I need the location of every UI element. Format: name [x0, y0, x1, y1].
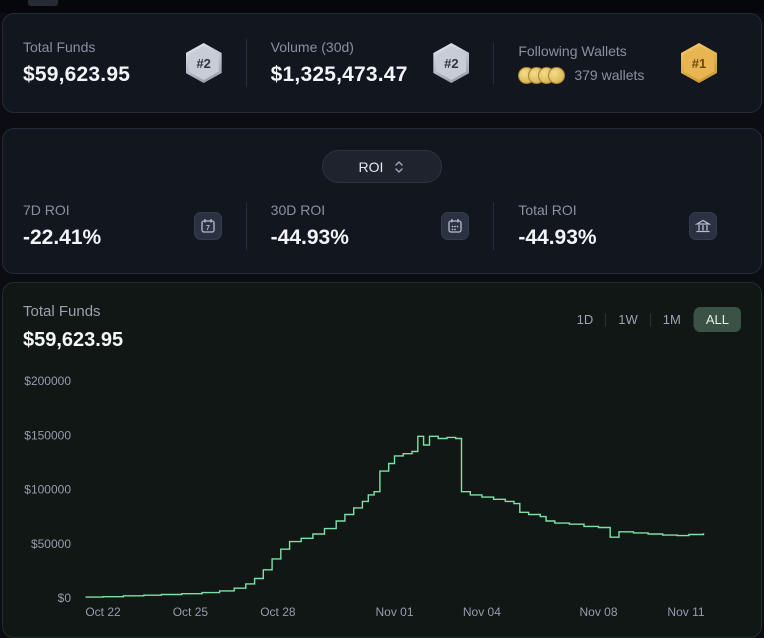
range-divider	[692, 312, 694, 327]
roi-30d: 30D ROI -44.93%	[245, 202, 494, 250]
x-axis-tick: Oct 25	[173, 605, 209, 619]
range-all-button[interactable]: ALL	[693, 307, 741, 332]
roi-metric-select[interactable]: ROI	[322, 150, 442, 183]
range-1w-button[interactable]: 1W	[618, 312, 638, 327]
wallet-count: 379 wallets	[574, 67, 645, 83]
bank-icon	[695, 219, 712, 233]
rank-badge-text: #2	[196, 55, 211, 71]
x-axis-tick: Oct 22	[85, 605, 121, 619]
x-axis-tick: Oct 28	[260, 605, 296, 619]
roi-value: -22.41%	[23, 226, 102, 249]
tab-stub	[28, 0, 58, 6]
calendar-7-icon: 7	[201, 218, 215, 233]
roi-label: Total ROI	[518, 202, 577, 218]
roi-select-label: ROI	[358, 158, 384, 175]
roi-value: -44.93%	[270, 226, 349, 249]
chart-header: Total Funds $59,623.95 1D 1W 1M ALL	[23, 303, 741, 352]
x-axis-tick: Nov 04	[463, 605, 501, 619]
range-divider	[605, 312, 607, 327]
range-divider	[649, 312, 651, 327]
stat-following-wallets: Following Wallets 379 wallets #1	[493, 42, 741, 84]
rank-badge-icon: #1	[681, 43, 718, 83]
chevron-updown-icon	[395, 160, 404, 173]
total-funds-chart-card: Total Funds $59,623.95 1D 1W 1M ALL $0 $5…	[2, 282, 762, 638]
stat-volume-30d: Volume (30d) $1,325,473.47 #2	[245, 39, 494, 87]
stat-label: Following Wallets	[518, 42, 627, 59]
time-range-selector: 1D 1W 1M ALL	[565, 307, 741, 332]
metric-icon-box: 7	[193, 212, 222, 240]
metric-icon-box	[441, 212, 470, 240]
y-axis-tick: $200000	[24, 374, 71, 388]
svg-text:7: 7	[206, 225, 210, 232]
roi-7d: 7D ROI -22.41% 7	[23, 202, 246, 250]
wallet-coin-icon	[548, 66, 566, 84]
top-nav-strip	[0, 0, 764, 13]
wallet-avatars	[518, 66, 566, 84]
chart-title: Total Funds	[23, 303, 101, 320]
total-funds-line-chart: $0 $50000 $100000 $150000 $200000 Oct 22 Oct 2…	[24, 374, 705, 619]
rank-badge-text: #2	[444, 55, 459, 71]
stat-total-funds: Total Funds $59,623.95 #2	[23, 39, 246, 87]
stats-summary-card: Total Funds $59,623.95 #2 Volume (30d) $…	[2, 13, 762, 113]
rank-badge-text: #1	[691, 55, 707, 71]
y-axis-tick: $150000	[24, 428, 71, 442]
y-axis-tick: $0	[58, 591, 72, 605]
y-axis-tick: $100000	[24, 483, 71, 497]
roi-metrics-row: 7D ROI -22.41% 7 30D ROI -44.93%	[23, 202, 741, 250]
calendar-30-icon	[448, 218, 462, 233]
stat-label: Volume (30d)	[270, 39, 354, 55]
x-axis-tick: Nov 01	[375, 605, 413, 619]
rank-badge-icon: #2	[433, 43, 470, 83]
stat-label: Total Funds	[23, 39, 96, 55]
stat-value: $1,325,473.47	[270, 63, 408, 86]
roi-card: ROI 7D ROI -22.41% 7 30D ROI -44	[2, 128, 762, 274]
x-axis-tick: Nov 11	[667, 605, 704, 619]
x-axis-tick: Nov 08	[579, 605, 617, 619]
total-funds-line	[85, 435, 705, 598]
roi-value: -44.93%	[518, 226, 597, 249]
range-1d-button[interactable]: 1D	[576, 312, 594, 327]
rank-badge-icon: #2	[185, 43, 222, 83]
roi-label: 30D ROI	[270, 202, 326, 218]
metric-icon-box	[689, 212, 718, 240]
range-1m-button[interactable]: 1M	[662, 312, 681, 327]
roi-total: Total ROI -44.93%	[493, 202, 741, 250]
y-axis-tick: $50000	[31, 537, 71, 551]
chart-value: $59,623.95	[23, 329, 124, 351]
stat-value: $59,623.95	[23, 63, 131, 86]
wallet-row: 379 wallets	[518, 66, 645, 84]
roi-label: 7D ROI	[23, 202, 70, 218]
